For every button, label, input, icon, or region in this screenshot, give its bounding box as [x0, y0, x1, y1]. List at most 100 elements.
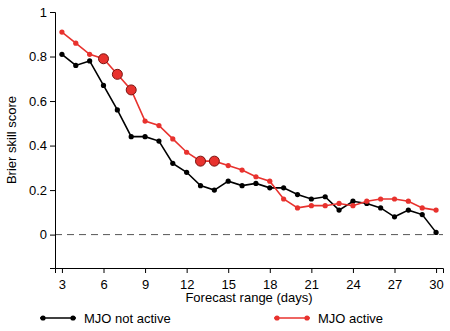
point — [156, 139, 161, 144]
point — [392, 214, 397, 219]
y-tick-mark — [50, 101, 55, 102]
x-tick-mark — [311, 268, 312, 273]
point — [309, 196, 314, 201]
point — [323, 194, 328, 199]
point — [420, 205, 425, 210]
point — [378, 205, 383, 210]
point — [142, 118, 147, 123]
y-tick-mark — [50, 12, 55, 13]
point — [281, 185, 286, 190]
y-tick: 0.2 — [29, 183, 55, 198]
y-tick: 0.4 — [29, 138, 55, 153]
x-tick: 15 — [221, 268, 235, 292]
point — [226, 163, 231, 168]
x-tick: 9 — [142, 268, 149, 292]
y-tick: 1 — [40, 5, 55, 20]
legend-marker — [40, 315, 45, 320]
x-tick: 3 — [59, 268, 66, 292]
point — [364, 199, 369, 204]
y-tick-label: 0.6 — [29, 94, 47, 109]
legend-label: MJO active — [318, 311, 383, 326]
point — [156, 123, 161, 128]
x-axis-title: Forecast range (days) — [185, 290, 312, 305]
y-axis: 0 0.2 0.4 0.6 0.8 1 — [29, 5, 56, 269]
point — [281, 196, 286, 201]
y-tick-label: 1 — [40, 5, 47, 20]
point — [101, 83, 106, 88]
point — [198, 183, 203, 188]
x-tick-mark — [436, 268, 437, 273]
y-tick-mark — [50, 190, 55, 191]
x-tick-label: 30 — [429, 277, 443, 292]
point — [267, 179, 272, 184]
point — [433, 208, 438, 213]
x-tick-label: 24 — [346, 277, 360, 292]
point — [406, 199, 411, 204]
x-tick: 12 — [180, 268, 194, 292]
x-tick: 27 — [388, 268, 402, 292]
y-tick-mark — [50, 146, 55, 147]
x-tick: 24 — [346, 268, 360, 292]
point — [87, 52, 92, 57]
point — [295, 192, 300, 197]
y-tick-mark — [50, 57, 55, 58]
significant-point — [209, 156, 219, 166]
point — [129, 134, 134, 139]
point — [170, 161, 175, 166]
series-line — [62, 54, 436, 232]
x-tick-label: 9 — [142, 277, 149, 292]
x-tick: 21 — [305, 268, 319, 292]
x-tick-mark — [187, 268, 188, 273]
point — [184, 150, 189, 155]
point — [212, 187, 217, 192]
point — [323, 203, 328, 208]
plot-area — [59, 29, 438, 235]
series-line — [62, 32, 436, 210]
point — [433, 230, 438, 235]
y-tick-label: 0.2 — [29, 183, 47, 198]
legend-marker — [70, 315, 75, 320]
zero-line — [55, 234, 443, 235]
point — [350, 203, 355, 208]
point — [170, 136, 175, 141]
point — [59, 29, 64, 34]
x-tick-mark — [395, 268, 396, 273]
significant-point — [196, 156, 206, 166]
point — [378, 196, 383, 201]
point — [309, 203, 314, 208]
x-tick-mark — [353, 268, 354, 273]
significant-point — [112, 69, 122, 79]
x-axis-line — [56, 269, 444, 274]
point — [239, 183, 244, 188]
x-tick: 30 — [429, 268, 443, 292]
y-tick: 0 — [40, 227, 55, 242]
point — [73, 63, 78, 68]
point — [406, 208, 411, 213]
y-axis-title: Brier skill score — [4, 96, 19, 184]
x-tick-label: 3 — [59, 277, 66, 292]
x-tick-label: 27 — [388, 277, 402, 292]
y-tick: 0.6 — [29, 94, 55, 109]
point — [239, 167, 244, 172]
x-tick: 18 — [263, 268, 277, 292]
x-tick-mark — [62, 268, 63, 273]
x-tick-mark — [104, 268, 105, 273]
point — [184, 170, 189, 175]
x-tick: 6 — [100, 268, 107, 292]
y-tick-label: 0.8 — [29, 49, 47, 64]
point — [420, 212, 425, 217]
point — [73, 41, 78, 46]
point — [295, 205, 300, 210]
point — [253, 174, 258, 179]
x-axis: 3 6 9 12 15 18 21 24 27 30 — [56, 268, 444, 292]
y-tick-label: 0 — [40, 227, 47, 242]
legend-marker — [274, 315, 279, 320]
x-tick-mark — [228, 268, 229, 273]
y-tick-label: 0.4 — [29, 138, 47, 153]
point — [226, 179, 231, 184]
significant-point — [126, 85, 136, 95]
x-tick-mark — [145, 268, 146, 273]
point — [115, 107, 120, 112]
point — [87, 58, 92, 63]
legend-marker — [304, 315, 309, 320]
